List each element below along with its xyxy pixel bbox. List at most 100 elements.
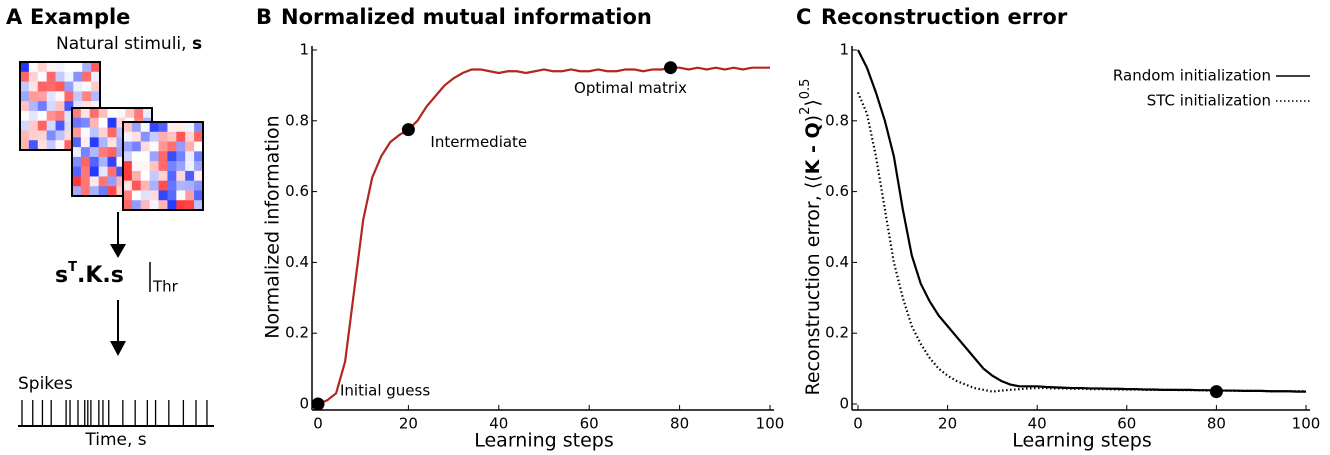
arrowhead — [110, 244, 126, 258]
formula: sT.K.s — [55, 260, 124, 289]
pixel — [28, 130, 39, 141]
pixel — [64, 101, 74, 112]
pixel — [123, 131, 133, 143]
pixel — [185, 180, 195, 191]
pixel — [46, 91, 57, 102]
pixel — [176, 151, 186, 162]
y-tick-label: 0 — [299, 395, 309, 413]
y-tick-label: 0.4 — [285, 253, 309, 271]
pixel — [176, 200, 186, 211]
pixel — [107, 127, 117, 138]
stimuli-label: Natural stimuli, s — [56, 34, 202, 54]
pixel — [80, 166, 91, 177]
y-label-part: ⟩ — [802, 99, 824, 106]
marker — [401, 123, 415, 137]
pixel — [123, 170, 133, 182]
pixel — [80, 176, 91, 187]
pixel — [158, 122, 168, 133]
pixel — [55, 62, 65, 73]
pixel — [194, 122, 204, 133]
y-label-part: 2 — [798, 107, 813, 115]
y-tick-label: 0.8 — [825, 111, 849, 129]
panel-label: B — [256, 5, 272, 29]
pixel — [123, 151, 133, 162]
pixel — [89, 186, 100, 197]
annotation: Initial guess — [340, 382, 430, 400]
pixel — [91, 91, 101, 102]
pixel — [91, 62, 101, 73]
y-label-part: Reconstruction error, ⟨( — [802, 174, 824, 395]
pixel — [91, 81, 101, 92]
pixel — [185, 200, 195, 211]
pixel — [140, 131, 151, 143]
pixel — [149, 161, 160, 172]
panel-label: C — [796, 5, 811, 29]
pixel — [64, 120, 74, 131]
pixel — [185, 131, 195, 143]
pixel — [131, 122, 142, 133]
pixel — [176, 122, 186, 133]
stimuli-symbol: s — [192, 34, 202, 54]
y-tick-label: 1 — [839, 41, 849, 59]
chart-title: Reconstruction error — [821, 5, 1068, 29]
pixel — [185, 161, 195, 172]
pixel — [72, 166, 82, 177]
annotation: Intermediate — [430, 133, 527, 151]
pixel — [89, 147, 100, 158]
pixel — [37, 91, 48, 102]
pixel — [37, 71, 48, 83]
pixel — [158, 131, 168, 143]
y-label-part: 0.5 — [798, 79, 813, 100]
pixel — [46, 110, 57, 122]
pixel — [46, 130, 57, 141]
pixel — [55, 81, 65, 92]
pixel — [131, 131, 142, 143]
x-tick-label: 40 — [489, 415, 508, 433]
pixel — [46, 71, 57, 83]
pixel — [89, 127, 100, 138]
pixel — [82, 101, 92, 112]
pixel — [98, 176, 109, 187]
pixel — [89, 117, 100, 129]
pixel — [46, 62, 57, 73]
pixel — [20, 140, 30, 151]
pixel — [64, 91, 74, 102]
pixel — [140, 161, 151, 172]
pixel — [72, 147, 82, 158]
stimuli-text: Natural stimuli, — [56, 34, 187, 54]
pixel — [107, 176, 117, 187]
pixel — [158, 200, 168, 211]
pixel — [140, 151, 151, 162]
pixel — [80, 117, 91, 129]
x-tick-label: 100 — [756, 415, 785, 433]
pixel — [167, 200, 177, 211]
pixel — [64, 71, 74, 83]
pixel — [140, 190, 151, 201]
pixel — [80, 108, 91, 119]
y-tick-label: 0.6 — [285, 182, 309, 200]
pixel — [176, 170, 186, 182]
pixel — [89, 176, 100, 187]
image-frame — [122, 121, 204, 211]
pixel — [123, 180, 133, 191]
pixel — [167, 180, 177, 191]
pixel — [64, 81, 74, 92]
pixel — [28, 101, 39, 112]
arrowhead — [110, 341, 126, 356]
formula-base: s — [55, 263, 68, 288]
formula-sub: Thr — [152, 278, 179, 296]
pixel — [131, 200, 142, 211]
pixel — [28, 140, 39, 151]
pixel — [116, 147, 126, 158]
pixel — [72, 117, 82, 129]
y-tick-label: 0.8 — [285, 111, 309, 129]
legend-label: Random initialization — [1113, 67, 1271, 85]
pixel — [20, 81, 30, 92]
pixel — [55, 91, 65, 102]
pixel — [89, 137, 100, 148]
y-label-part: K - Q — [802, 122, 824, 174]
x-tick-label: 60 — [1117, 415, 1136, 433]
pixel — [176, 190, 186, 201]
pixel — [185, 190, 195, 201]
